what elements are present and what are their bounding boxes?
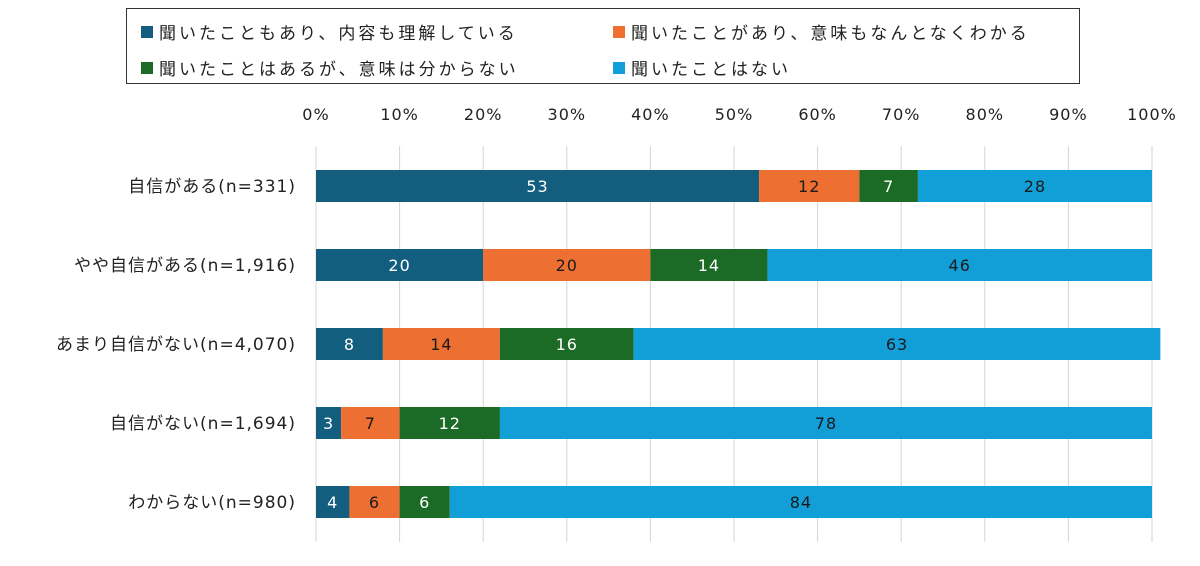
bar-segment [633,328,1161,360]
bar-segment [499,328,634,360]
data-label: 20 [556,256,578,275]
bar-segment [349,486,400,518]
bar-segment [316,328,383,360]
data-label: 63 [886,335,908,354]
legend-item: 聞いたことがあり、意味もなんとなくわかる [613,19,1030,44]
legend-swatch [613,61,625,74]
legend-item: 聞いたことはない [613,55,791,80]
data-label: 84 [790,493,812,512]
x-tick-label: 50% [715,105,754,124]
bar-segment [767,249,1152,281]
bar-segment [399,486,450,518]
legend-swatch [141,25,153,38]
data-label: 53 [526,177,548,196]
x-tick-label: 20% [464,105,503,124]
category-label: 自信がない(n=1,694) [110,414,296,434]
data-label: 7 [883,177,894,196]
x-axis-ticks: 0% 10% 20% 30% 40% 50% 60% 70% 80% 90% 100% [302,105,1177,124]
legend-swatch [141,61,153,74]
bar-segment [316,486,350,518]
data-label: 6 [369,493,380,512]
legend-label: 聞いたことはあるが、意味は分からない [159,60,519,80]
legend: 聞いたこともあり、内容も理解している 聞いたことがあり、意味もなんとなくわかる … [126,8,1080,84]
data-label: 3 [323,414,334,433]
bar-segment [859,170,918,202]
data-label: 7 [365,414,376,433]
data-label: 8 [344,335,355,354]
x-tick-label: 70% [882,105,921,124]
bar-segment [917,170,1152,202]
x-tick-label: 0% [302,105,329,124]
data-label: 12 [798,177,820,196]
legend-label: 聞いたこともあり、内容も理解している [159,24,518,44]
bar-segment [483,249,651,281]
bar-segment [399,407,500,439]
x-tick-label: 100% [1127,105,1177,124]
data-label: 20 [388,256,410,275]
x-tick-label: 90% [1049,105,1088,124]
data-label: 6 [419,493,430,512]
legend-item: 聞いたこともあり、内容も理解している [141,19,518,44]
bar-segment [650,249,768,281]
category-label: 自信がある(n=331) [128,177,296,197]
data-label: 28 [1024,177,1046,196]
data-label: 78 [815,414,837,433]
bar-segment [316,249,484,281]
bar-segment [341,407,400,439]
data-label: 14 [698,256,720,275]
x-tick-label: 60% [798,105,837,124]
legend-swatch [613,25,625,38]
data-label: 16 [556,335,578,354]
category-label: あまり自信がない(n=4,070) [56,335,296,355]
category-labels: 自信がある(n=331) やや自信がある(n=1,916) あまり自信がない(n=4… [56,177,296,513]
bar-segment [449,486,1152,518]
legend-label: 聞いたことはない [631,60,791,80]
x-tick-label: 10% [380,105,419,124]
data-label: 12 [439,414,461,433]
bar-segment [316,407,342,439]
category-label: わからない(n=980) [128,493,296,513]
x-tick-label: 40% [631,105,670,124]
bar-segment [759,170,860,202]
x-tick-label: 80% [966,105,1005,124]
category-label: やや自信がある(n=1,916) [74,256,296,276]
legend-label: 聞いたことがあり、意味もなんとなくわかる [631,24,1030,44]
bar-segment [382,328,500,360]
x-tick-label: 30% [548,105,587,124]
bar-segment [316,170,760,202]
legend-item: 聞いたことはあるが、意味は分からない [141,55,519,80]
data-label: 14 [430,335,452,354]
bar-segment [499,407,1152,439]
data-label: 46 [949,256,971,275]
data-label: 4 [327,493,338,512]
